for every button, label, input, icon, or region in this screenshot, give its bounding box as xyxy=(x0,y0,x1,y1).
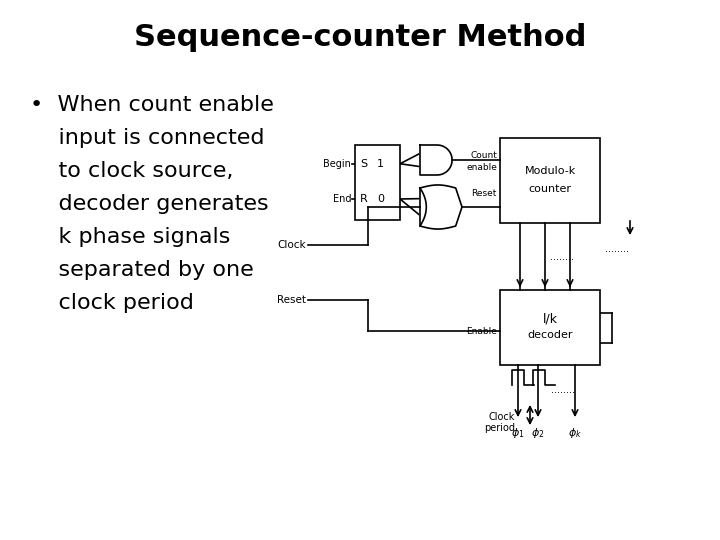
Text: Reset: Reset xyxy=(472,189,497,198)
Polygon shape xyxy=(420,145,452,175)
Text: k phase signals: k phase signals xyxy=(30,227,230,247)
Text: period: period xyxy=(484,423,515,433)
Polygon shape xyxy=(420,185,462,229)
Text: Modulo-k: Modulo-k xyxy=(524,166,575,177)
Text: Clock: Clock xyxy=(277,240,306,250)
Text: l/k: l/k xyxy=(542,313,557,326)
Text: to clock source,: to clock source, xyxy=(30,161,233,181)
Text: counter: counter xyxy=(528,184,572,193)
Bar xyxy=(355,145,400,220)
Text: decoder: decoder xyxy=(527,330,572,341)
Text: $\phi_2$: $\phi_2$ xyxy=(531,426,545,440)
Text: ........: ........ xyxy=(605,244,629,254)
Text: ........: ........ xyxy=(552,385,575,395)
Text: Begin: Begin xyxy=(323,159,351,168)
Text: Count: Count xyxy=(470,151,497,160)
Text: Clock: Clock xyxy=(489,412,515,422)
Text: End: End xyxy=(333,194,351,204)
Text: clock period: clock period xyxy=(30,293,194,313)
Text: $\phi_1$: $\phi_1$ xyxy=(511,426,525,440)
Text: •  When count enable: • When count enable xyxy=(30,95,274,115)
Text: R: R xyxy=(360,194,368,204)
Text: Enable: Enable xyxy=(466,327,497,336)
Text: 1: 1 xyxy=(377,159,384,168)
Bar xyxy=(500,290,600,365)
Text: decoder generates: decoder generates xyxy=(30,194,269,214)
Bar xyxy=(500,138,600,223)
Text: input is connected: input is connected xyxy=(30,128,264,148)
Text: Sequence-counter Method: Sequence-counter Method xyxy=(134,24,586,52)
Text: enable: enable xyxy=(466,163,497,172)
Text: separated by one: separated by one xyxy=(30,260,253,280)
Text: Reset: Reset xyxy=(277,295,306,305)
Text: 0: 0 xyxy=(377,194,384,204)
Text: $\phi_k$: $\phi_k$ xyxy=(568,426,582,440)
Text: S: S xyxy=(360,159,367,168)
Text: ........: ........ xyxy=(550,252,574,261)
